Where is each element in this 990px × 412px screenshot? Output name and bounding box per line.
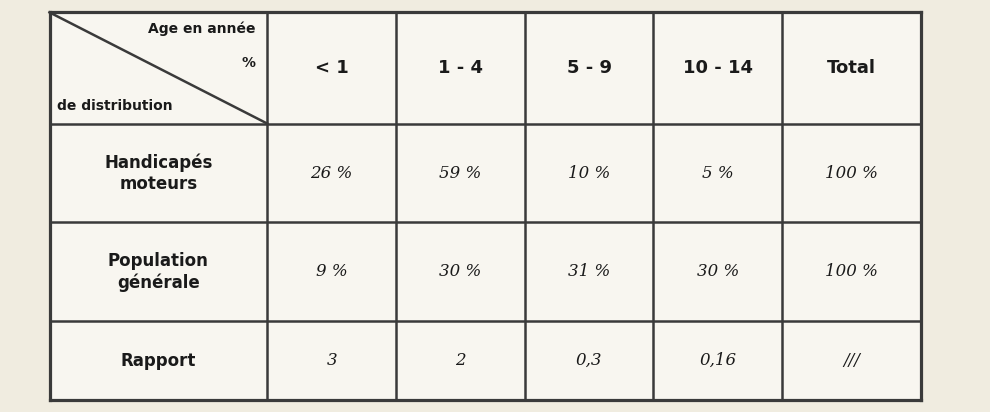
Text: Rapport: Rapport [121, 351, 196, 370]
Bar [782, 222, 921, 321]
Bar [267, 124, 396, 222]
Bar [653, 12, 782, 124]
Text: 3: 3 [327, 352, 337, 369]
Text: Total: Total [827, 59, 876, 77]
Text: 100 %: 100 % [825, 263, 878, 281]
Text: 0,16: 0,16 [699, 352, 737, 369]
Text: 1 - 4: 1 - 4 [438, 59, 483, 77]
Bar [50, 222, 267, 321]
Text: %: % [242, 56, 255, 70]
Bar [653, 321, 782, 400]
Text: 9 %: 9 % [316, 263, 347, 281]
Bar [396, 12, 525, 124]
Text: 100 %: 100 % [825, 164, 878, 182]
Bar [396, 222, 525, 321]
Bar [50, 124, 267, 222]
Bar [525, 321, 653, 400]
Text: Population
générale: Population générale [108, 252, 209, 292]
Text: Handicapés
moteurs: Handicapés moteurs [104, 153, 213, 193]
Bar [396, 321, 525, 400]
Bar [267, 321, 396, 400]
Bar [525, 124, 653, 222]
Bar [50, 12, 267, 124]
Bar [267, 222, 396, 321]
Text: 30 %: 30 % [697, 263, 739, 281]
Text: 10 %: 10 % [568, 164, 610, 182]
Bar [525, 12, 653, 124]
Text: 31 %: 31 % [568, 263, 610, 281]
Text: 59 %: 59 % [440, 164, 481, 182]
Text: 30 %: 30 % [440, 263, 481, 281]
Text: de distribution: de distribution [57, 99, 173, 113]
Text: < 1: < 1 [315, 59, 348, 77]
Text: Age en année: Age en année [148, 21, 255, 36]
Bar [653, 124, 782, 222]
Bar [525, 222, 653, 321]
Text: 5 - 9: 5 - 9 [566, 59, 612, 77]
Text: ///: /// [842, 352, 860, 369]
Bar [782, 124, 921, 222]
Text: 2: 2 [455, 352, 465, 369]
Text: 10 - 14: 10 - 14 [683, 59, 752, 77]
Text: 5 %: 5 % [702, 164, 734, 182]
Bar [267, 12, 396, 124]
Bar [50, 321, 267, 400]
Bar [782, 12, 921, 124]
Bar [782, 321, 921, 400]
Text: 0,3: 0,3 [576, 352, 602, 369]
Bar [396, 124, 525, 222]
Bar [653, 222, 782, 321]
Text: 26 %: 26 % [311, 164, 352, 182]
